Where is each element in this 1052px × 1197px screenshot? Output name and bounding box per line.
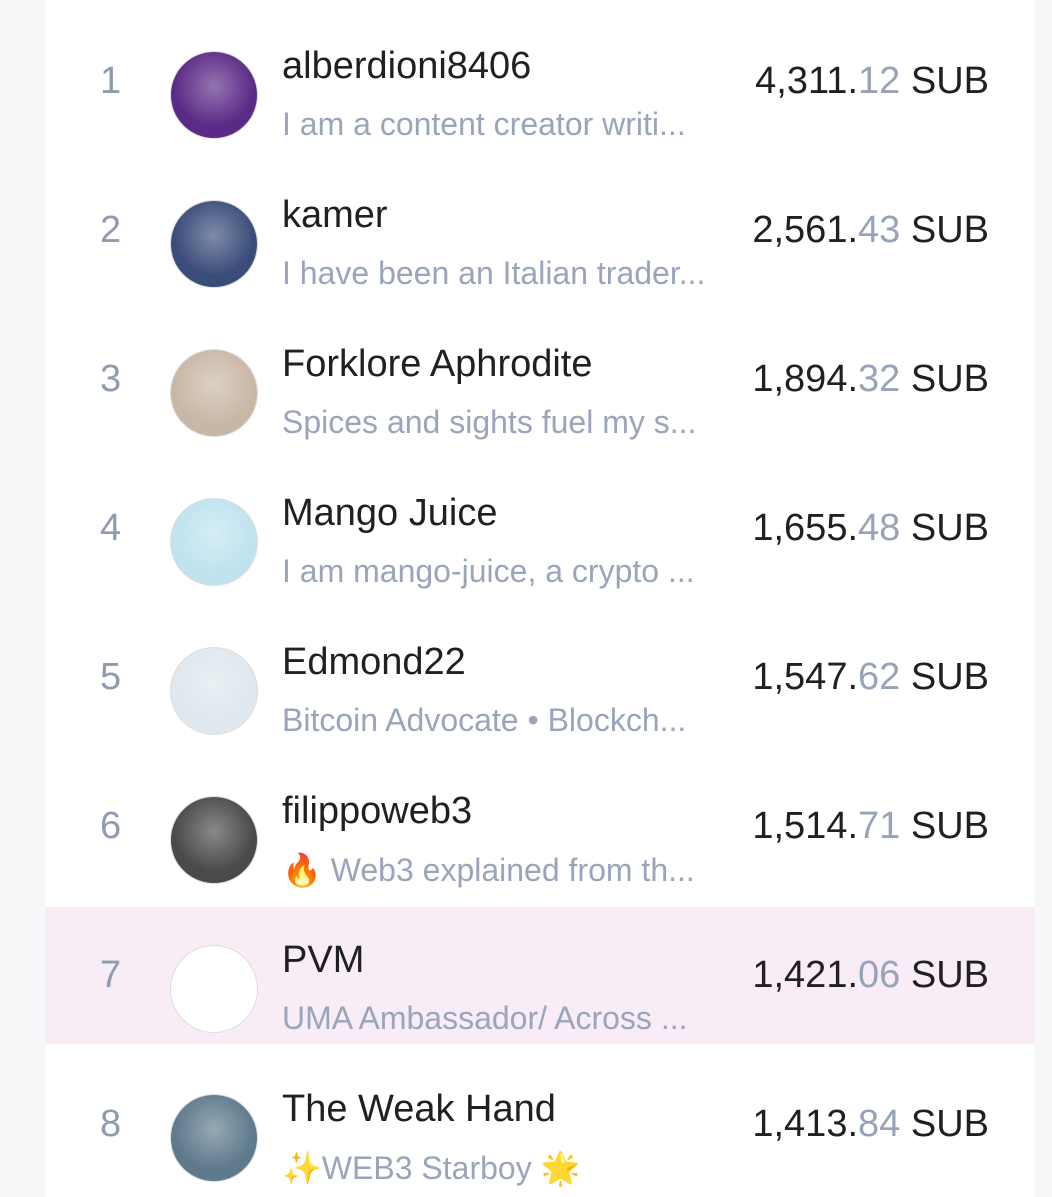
rank-number: 5 (100, 656, 122, 698)
amount-decimal: 71 (858, 805, 901, 847)
user-avatar[interactable] (170, 945, 258, 1033)
amount-integer: 1,655. (752, 507, 859, 549)
leaderboard-row[interactable]: 3 Forklore Aphrodite Spices and sights f… (45, 311, 1035, 448)
amount-integer: 1,421. (752, 954, 859, 996)
rank-number: 3 (100, 358, 122, 400)
user-name[interactable]: filippoweb3 (282, 790, 473, 832)
sub-amount: 1,655.48 SUB (752, 460, 989, 597)
sub-amount: 2,561.43 SUB (752, 162, 989, 299)
rank-number: 8 (100, 1103, 122, 1145)
amount-unit: SUB (910, 507, 989, 549)
amount-unit: SUB (910, 805, 989, 847)
rank-number: 2 (100, 209, 122, 251)
amount-decimal: 84 (858, 1103, 901, 1145)
leaderboard-row[interactable]: 8 The Weak Hand ✨WEB3 Starboy 🌟 1,413.84… (45, 1056, 1035, 1193)
amount-integer: 1,547. (752, 656, 859, 698)
user-avatar[interactable] (170, 647, 258, 735)
amount-integer: 1,514. (752, 805, 859, 847)
user-bio: 🔥 Web3 explained from th... (282, 852, 695, 888)
amount-integer: 1,894. (752, 358, 859, 400)
amount-decimal: 43 (858, 209, 901, 251)
user-bio: I am mango-juice, a crypto ... (282, 553, 695, 589)
rank-number: 7 (100, 954, 122, 996)
amount-decimal: 62 (858, 656, 901, 698)
user-avatar[interactable] (170, 498, 258, 586)
user-bio: ✨WEB3 Starboy 🌟 (282, 1150, 581, 1186)
rank-number: 1 (100, 60, 122, 102)
user-name[interactable]: Edmond22 (282, 641, 466, 683)
sub-amount: 1,421.06 SUB (752, 907, 989, 1044)
sub-amount: 1,413.84 SUB (752, 1056, 989, 1193)
sub-amount: 4,311.12 SUB (755, 13, 989, 150)
amount-unit: SUB (910, 209, 989, 251)
leaderboard-row[interactable]: 6 filippoweb3 🔥 Web3 explained from th..… (45, 758, 1035, 895)
user-name[interactable]: kamer (282, 194, 388, 236)
user-avatar[interactable] (170, 1094, 258, 1182)
leaderboard-row[interactable]: 2 kamer I have been an Italian trader...… (45, 162, 1035, 299)
amount-decimal: 32 (858, 358, 901, 400)
user-avatar[interactable] (170, 51, 258, 139)
amount-unit: SUB (910, 60, 989, 102)
amount-integer: 1,413. (752, 1103, 859, 1145)
amount-decimal: 48 (858, 507, 901, 549)
sub-amount: 1,894.32 SUB (752, 311, 989, 448)
user-name[interactable]: PVM (282, 939, 365, 981)
sub-amount: 1,547.62 SUB (752, 609, 989, 746)
user-bio: I have been an Italian trader... (282, 255, 706, 291)
user-avatar[interactable] (170, 349, 258, 437)
user-bio: Bitcoin Advocate • Blockch... (282, 702, 687, 738)
user-avatar[interactable] (170, 796, 258, 884)
user-bio: I am a content creator writi... (282, 106, 686, 142)
amount-decimal: 06 (858, 954, 901, 996)
rank-number: 6 (100, 805, 122, 847)
leaderboard-row[interactable]: 4 Mango Juice I am mango-juice, a crypto… (45, 460, 1035, 597)
amount-unit: SUB (910, 656, 989, 698)
leaderboard-row[interactable]: 7 PVM UMA Ambassador/ Across ... 1,421.0… (45, 907, 1035, 1044)
amount-integer: 4,311. (755, 60, 859, 102)
user-name[interactable]: Forklore Aphrodite (282, 343, 593, 385)
amount-integer: 2,561. (752, 209, 859, 251)
user-bio: UMA Ambassador/ Across ... (282, 1000, 688, 1036)
amount-decimal: 12 (858, 60, 901, 102)
amount-unit: SUB (910, 1103, 989, 1145)
user-name[interactable]: alberdioni8406 (282, 45, 532, 87)
amount-unit: SUB (910, 358, 989, 400)
amount-unit: SUB (910, 954, 989, 996)
leaderboard-row[interactable]: 5 Edmond22 Bitcoin Advocate • Blockch...… (45, 609, 1035, 746)
user-avatar[interactable] (170, 200, 258, 288)
leaderboard-row[interactable]: 1 alberdioni8406 I am a content creator … (45, 13, 1035, 150)
user-name[interactable]: The Weak Hand (282, 1088, 556, 1130)
sub-amount: 1,514.71 SUB (752, 758, 989, 895)
user-bio: Spices and sights fuel my s... (282, 404, 697, 440)
user-name[interactable]: Mango Juice (282, 492, 498, 534)
rank-number: 4 (100, 507, 122, 549)
